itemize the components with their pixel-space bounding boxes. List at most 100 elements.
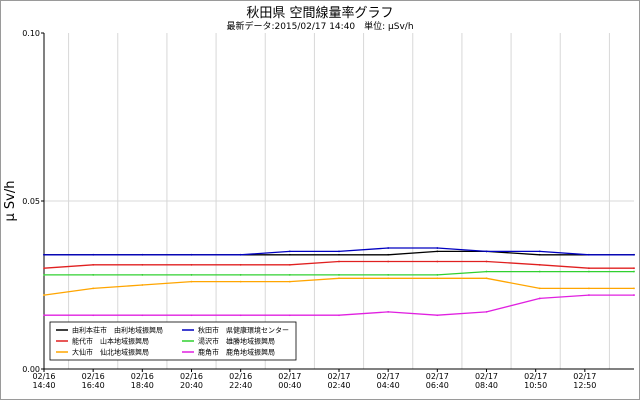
series-point-2 — [239, 263, 242, 266]
x-tick-label-date: 02/16 — [229, 372, 252, 381]
series-point-5 — [190, 274, 193, 276]
x-tick-label-time: 18:40 — [131, 381, 154, 390]
series-point-6 — [485, 310, 488, 313]
series-point-4 — [633, 253, 635, 256]
x-tick-label-date: 02/16 — [180, 372, 203, 381]
x-tick-label-date: 02/16 — [131, 372, 154, 381]
series-point-3 — [588, 287, 590, 290]
y-tick-label: 0.10 — [22, 29, 40, 38]
series-point-6 — [92, 314, 95, 317]
series-point-6 — [338, 314, 340, 317]
series-point-5 — [436, 274, 439, 276]
legend-label: 秋田市 県健康環境センター — [198, 326, 289, 335]
series-point-2 — [387, 260, 390, 263]
series-point-3 — [338, 277, 340, 280]
series-point-6 — [190, 314, 193, 317]
series-point-6 — [387, 310, 390, 313]
series-point-2 — [43, 267, 45, 270]
series-point-6 — [633, 294, 635, 296]
series-point-5 — [141, 274, 144, 276]
series-point-3 — [141, 284, 144, 286]
x-tick-label-time: 06:40 — [426, 381, 449, 390]
chart-subtitle: 最新データ:2015/02/17 14:40 単位: μSv/h — [226, 22, 414, 32]
x-tick-label-date: 02/17 — [426, 372, 449, 381]
series-point-3 — [190, 280, 193, 283]
x-tick-label-time: 04:40 — [377, 381, 400, 390]
x-tick-label-date: 02/16 — [32, 372, 55, 381]
series-point-3 — [485, 277, 488, 280]
x-tick-label-time: 08:40 — [475, 381, 498, 390]
x-tick-label-date: 02/17 — [327, 372, 350, 381]
series-point-1 — [338, 253, 340, 256]
x-tick-label-time: 00:40 — [278, 381, 301, 390]
series-point-2 — [538, 263, 541, 266]
x-tick-label-date: 02/17 — [475, 372, 498, 381]
series-point-3 — [92, 287, 95, 290]
x-tick-label-date: 02/16 — [82, 372, 105, 381]
series-point-4 — [43, 253, 45, 256]
y-tick-label: 0.05 — [22, 197, 40, 206]
legend-label: 能代市 山本地域振興局 — [72, 337, 149, 346]
x-tick-label-date: 02/17 — [573, 372, 596, 381]
legend-box — [49, 321, 297, 361]
series-point-4 — [338, 250, 340, 253]
series-point-4 — [387, 247, 390, 249]
legend-label: 大仙市 仙北地域振興局 — [72, 348, 149, 357]
x-tick-label-time: 02:40 — [327, 381, 350, 390]
series-point-4 — [190, 253, 193, 256]
x-tick-label-time: 16:40 — [82, 381, 105, 390]
x-tick-label-date: 02/17 — [524, 372, 547, 381]
legend-label: 由利本荘市 由利地域振興局 — [72, 326, 163, 335]
series-point-2 — [288, 263, 291, 266]
series-point-2 — [338, 260, 340, 263]
x-tick-label-time: 20:40 — [180, 381, 203, 390]
series-point-6 — [588, 294, 590, 296]
series-point-4 — [485, 250, 488, 253]
series-point-3 — [436, 277, 439, 280]
series-point-5 — [538, 270, 541, 273]
series-point-5 — [43, 274, 45, 276]
chart-title: 秋田県 空間線量率グラフ — [246, 6, 394, 21]
series-point-2 — [141, 263, 144, 266]
series-point-1 — [436, 250, 439, 253]
legend-label: 湯沢市 雄勝地域振興局 — [198, 337, 275, 346]
x-tick-label-time: 12:50 — [573, 381, 596, 390]
series-point-3 — [43, 294, 45, 296]
series-point-3 — [239, 280, 242, 283]
series-point-4 — [239, 253, 242, 256]
series-point-2 — [485, 260, 488, 263]
series-point-4 — [288, 250, 291, 253]
series-point-2 — [190, 263, 193, 266]
series-point-4 — [141, 253, 144, 256]
series-point-4 — [538, 250, 541, 253]
series-point-2 — [588, 267, 590, 270]
y-tick-label: 0.00 — [22, 365, 40, 374]
series-point-5 — [387, 274, 390, 276]
series-point-2 — [92, 263, 95, 266]
series-point-5 — [239, 274, 242, 276]
series-point-6 — [288, 314, 291, 317]
x-tick-label-time: 22:40 — [229, 381, 252, 390]
series-point-6 — [538, 297, 541, 300]
x-tick-label-time: 10:50 — [524, 381, 547, 390]
y-axis-label: μ Sv/h — [3, 181, 18, 222]
x-tick-label-date: 02/17 — [278, 372, 301, 381]
legend-label: 鹿角市 鹿角地域振興局 — [198, 348, 275, 357]
series-point-6 — [436, 314, 439, 317]
series-point-3 — [538, 287, 541, 290]
series-point-4 — [92, 253, 95, 256]
series-point-2 — [633, 267, 635, 270]
series-point-2 — [436, 260, 439, 263]
series-point-3 — [633, 287, 635, 290]
series-point-5 — [588, 270, 590, 273]
series-point-6 — [141, 314, 144, 317]
x-tick-label-date: 02/17 — [377, 372, 400, 381]
series-point-5 — [633, 270, 635, 273]
series-point-3 — [288, 280, 291, 283]
series-point-6 — [239, 314, 242, 317]
series-point-1 — [288, 253, 291, 256]
series-point-4 — [588, 253, 590, 256]
series-point-5 — [92, 274, 95, 276]
series-point-3 — [387, 277, 390, 280]
